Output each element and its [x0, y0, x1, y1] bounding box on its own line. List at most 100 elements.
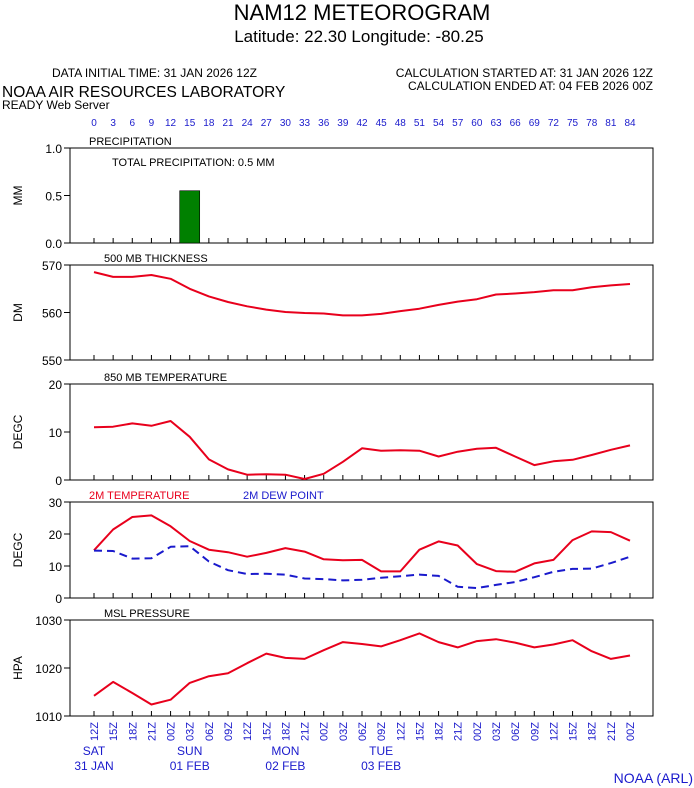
forecast-hour-label: 57	[452, 118, 464, 129]
t2m-ylabel: DEGC	[11, 532, 25, 567]
precip-annotation: TOTAL PRECIPITATION: 0.5 MM	[112, 157, 275, 169]
forecast-hour-label: 75	[567, 118, 579, 129]
chart-subtitle: Latitude: 22.30 Longitude: -80.25	[234, 27, 484, 46]
time-label: 00Z	[166, 722, 178, 741]
day-label: SAT	[83, 744, 106, 758]
thickness-series-line	[93, 271, 631, 317]
mslp-frame	[69, 619, 654, 717]
forecast-hour-label: 84	[624, 118, 636, 129]
forecast-hour-label: 51	[414, 118, 426, 129]
mslp-ytick-label: 1010	[35, 710, 62, 724]
time-label: 18Z	[587, 722, 599, 741]
date-label: 02 FEB	[265, 759, 305, 773]
time-label: 12Z	[242, 722, 254, 741]
forecast-hour-label: 42	[356, 118, 368, 129]
time-label: 03Z	[185, 722, 197, 741]
server-name: READY Web Server	[2, 98, 110, 112]
precip-ytick-label: 0.0	[45, 237, 62, 251]
mslp-ytick-label: 1020	[35, 662, 62, 676]
forecast-hour-label: 54	[433, 118, 445, 129]
forecast-hour-label: 12	[165, 118, 177, 129]
time-label: 18Z	[280, 722, 292, 741]
time-label: 00Z	[625, 722, 637, 741]
data-initial-time: DATA INITIAL TIME: 31 JAN 2026 12Z	[52, 66, 257, 80]
time-label: 15Z	[414, 722, 426, 741]
t850-ytick-label: 20	[49, 378, 63, 392]
time-label: 21Z	[146, 722, 158, 741]
calc-ended: CALCULATION ENDED AT: 04 FEB 2026 00Z	[408, 79, 653, 93]
time-label: 09Z	[529, 722, 541, 741]
mslp-ylabel: HPA	[11, 656, 25, 680]
forecast-hour-label: 27	[261, 118, 273, 129]
forecast-hour-label: 9	[149, 118, 155, 129]
forecast-hour-label: 81	[605, 118, 617, 129]
time-label: 21Z	[300, 722, 312, 741]
time-label: 12Z	[89, 722, 101, 741]
day-label: TUE	[369, 744, 393, 758]
thickness-ytick-label: 550	[42, 354, 62, 368]
forecast-hour-label: 18	[203, 118, 215, 129]
forecast-hour-label: 33	[299, 118, 311, 129]
date-label: 03 FEB	[361, 759, 401, 773]
footer-credit: NOAA (ARL)	[614, 770, 693, 786]
t850-frame	[69, 383, 654, 481]
t850-ylabel: DEGC	[11, 414, 25, 449]
mslp-title: MSL PRESSURE	[104, 608, 190, 620]
thickness-title: 500 MB THICKNESS	[104, 253, 208, 265]
t850-title: 850 MB TEMPERATURE	[104, 372, 227, 384]
thickness-frame	[69, 264, 654, 361]
forecast-hour-label: 60	[471, 118, 483, 129]
forecast-hour-label: 78	[586, 118, 598, 129]
forecast-hour-label: 69	[529, 118, 541, 129]
t2m-ytick-label: 30	[49, 496, 63, 510]
forecast-hour-label: 24	[242, 118, 254, 129]
forecast-hour-label: 36	[318, 118, 330, 129]
t2m-legend-entry: 2M TEMPERATURE	[89, 490, 189, 502]
forecast-hour-label: 72	[548, 118, 560, 129]
precip-bar	[179, 190, 201, 244]
t2m-legend-entry: 2M DEW POINT	[243, 490, 324, 502]
forecast-hour-label: 66	[510, 118, 522, 129]
time-label: 03Z	[491, 722, 503, 741]
date-label: 31 JAN	[74, 759, 113, 773]
plot-area: 0 3 6 9 12 15 18 21 24 27 30 33 36 39 42 45 48 51 54 57 60 63…	[11, 118, 654, 773]
time-label: 15Z	[108, 722, 120, 741]
chart-title: NAM12 METEOROGRAM	[234, 0, 491, 25]
precip-title: PRECIPITATION	[89, 136, 172, 148]
time-label: 21Z	[453, 722, 465, 741]
t2m-series-line	[93, 545, 631, 590]
forecast-hour-label: 3	[110, 118, 116, 129]
t850-ytick-label: 10	[49, 426, 63, 440]
day-label: SUN	[177, 744, 202, 758]
t2m-ytick-label: 10	[49, 560, 63, 574]
forecast-hour-label: 30	[280, 118, 292, 129]
time-label: 06Z	[510, 722, 522, 741]
time-label: 06Z	[204, 722, 216, 741]
time-label: 00Z	[472, 722, 484, 741]
date-label: 01 FEB	[170, 759, 210, 773]
time-label: 18Z	[127, 722, 139, 741]
time-label: 15Z	[568, 722, 580, 741]
thickness-ytick-label: 570	[42, 259, 62, 273]
time-label: 09Z	[376, 722, 388, 741]
forecast-hour-label: 0	[91, 118, 97, 129]
time-label: 09Z	[223, 722, 235, 741]
thickness-ylabel: DM	[11, 303, 25, 322]
t850-ytick-label: 0	[55, 474, 62, 488]
t2m-frame	[69, 501, 654, 599]
forecast-hour-label: 6	[130, 118, 136, 129]
time-label: 21Z	[606, 722, 618, 741]
calc-started: CALCULATION STARTED AT: 31 JAN 2026 12Z	[396, 66, 653, 80]
t2m-ytick-label: 20	[49, 528, 63, 542]
forecast-hour-label: 39	[337, 118, 349, 129]
time-label: 18Z	[434, 722, 446, 741]
precip-ylabel: MM	[11, 186, 25, 206]
precip-ytick-label: 1.0	[45, 142, 62, 156]
time-label: 03Z	[338, 722, 350, 741]
lab-name: NOAA AIR RESOURCES LABORATORY	[2, 84, 285, 101]
time-label: 06Z	[357, 722, 369, 741]
time-label: 12Z	[395, 722, 407, 741]
mslp-series-line	[93, 632, 631, 706]
t850-series-line	[93, 420, 631, 480]
